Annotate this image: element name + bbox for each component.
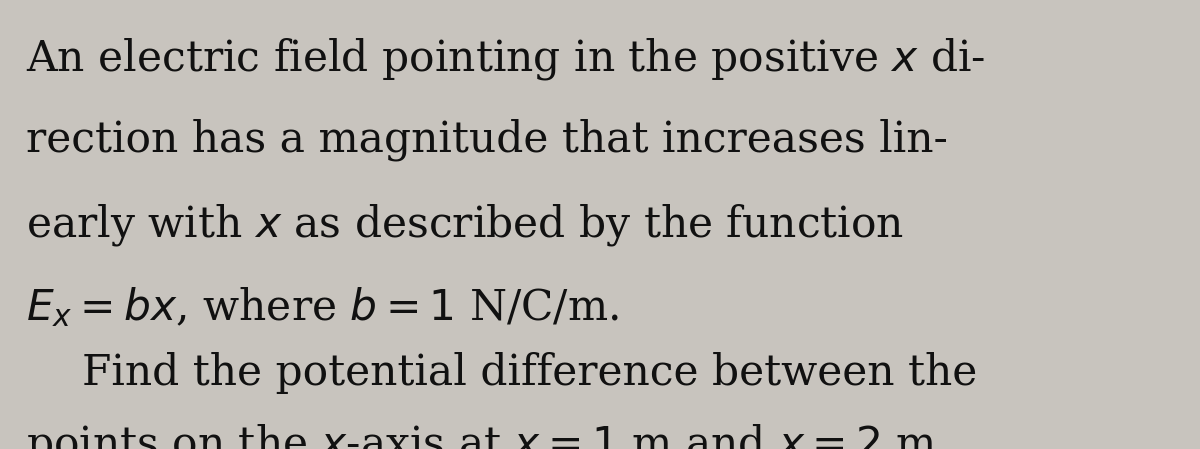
Text: $E_x = bx$, where $b = 1$ N/C/m.: $E_x = bx$, where $b = 1$ N/C/m.: [26, 285, 619, 329]
Text: points on the $x$-axis at $x = 1$ m and $x = 2$ m.: points on the $x$-axis at $x = 1$ m and …: [26, 422, 948, 449]
Text: early with $x$ as described by the function: early with $x$ as described by the funct…: [26, 202, 905, 248]
Text: Find the potential difference between the: Find the potential difference between th…: [82, 352, 977, 395]
Text: An electric field pointing in the positive $x$ di-: An electric field pointing in the positi…: [26, 36, 986, 82]
Text: rection has a magnitude that increases lin-: rection has a magnitude that increases l…: [26, 119, 948, 162]
